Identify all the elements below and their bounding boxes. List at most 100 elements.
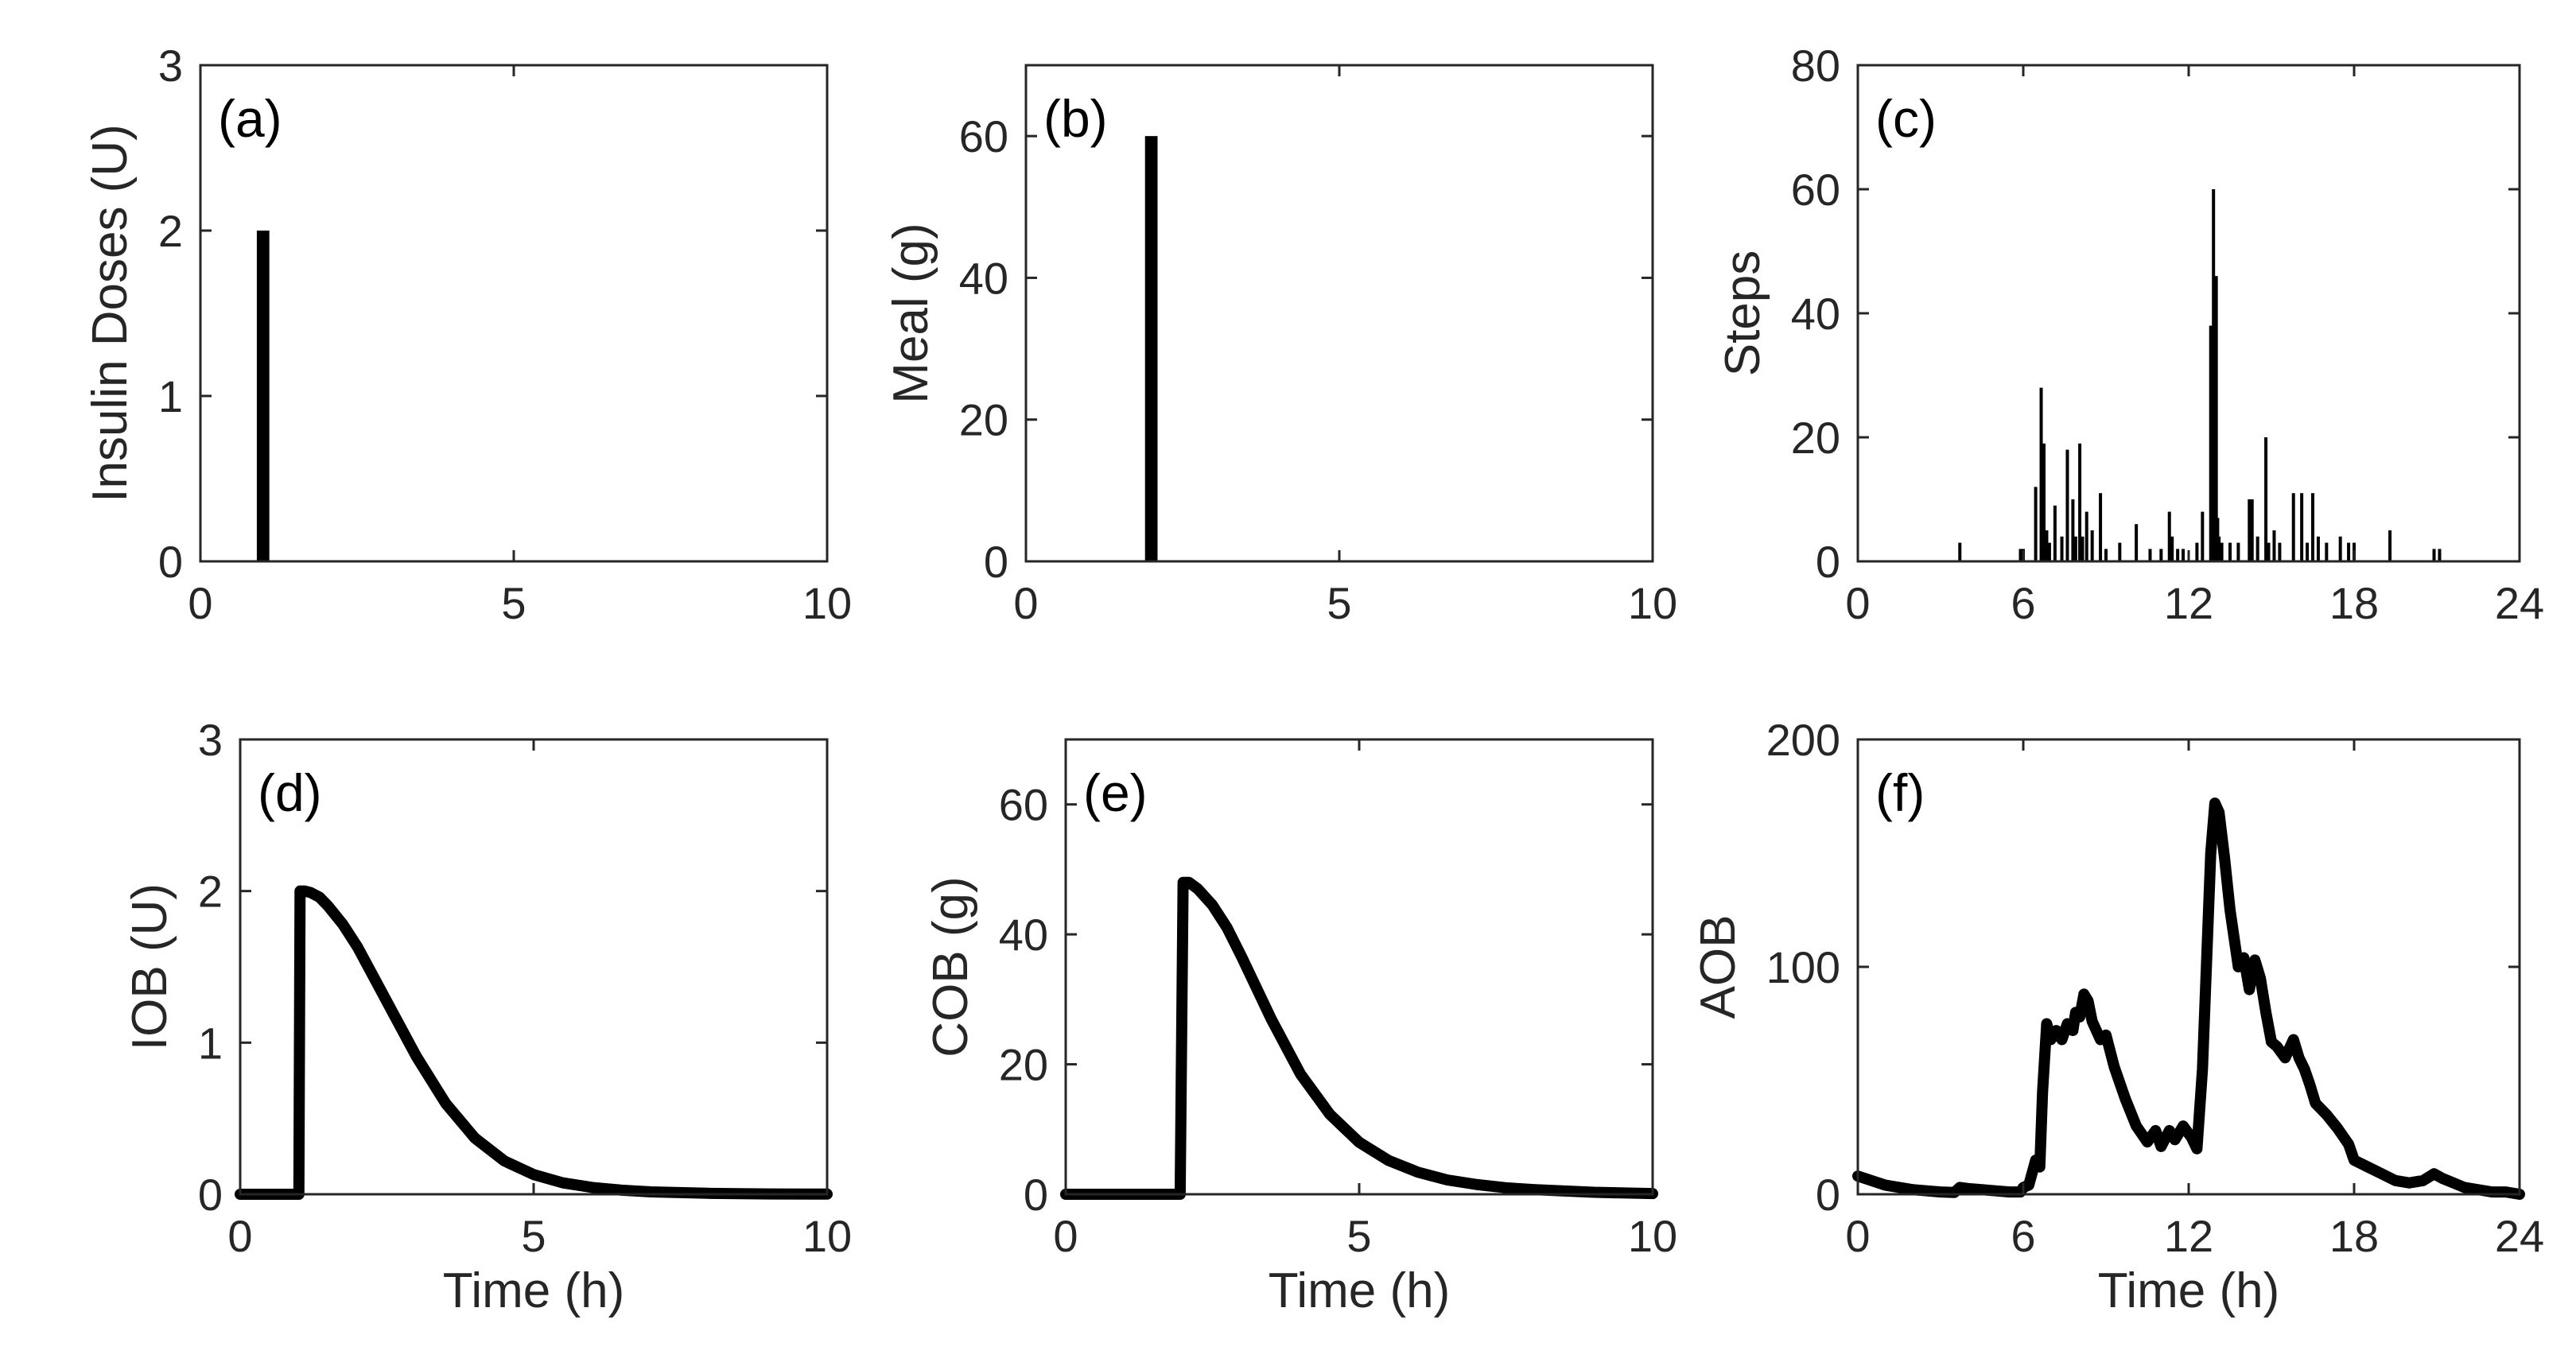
y-tick-label: 60 (1791, 165, 1840, 215)
bar (2228, 542, 2232, 561)
y-axis-label: IOB (U) (122, 883, 177, 1050)
x-tick-label: 10 (1628, 578, 1677, 628)
bar (2212, 189, 2216, 561)
bar (2081, 536, 2085, 561)
bar (2090, 530, 2094, 561)
y-tick-label: 20 (1791, 413, 1840, 463)
bar (2338, 536, 2342, 561)
bar (2250, 499, 2254, 561)
axes-frame (1064, 738, 1654, 1196)
bar (2167, 511, 2171, 561)
bar (2195, 542, 2199, 561)
bar (2039, 387, 2043, 561)
y-tick-label: 3 (198, 715, 223, 765)
bar (2214, 276, 2218, 561)
bar (2255, 536, 2259, 561)
y-tick-label: 40 (959, 253, 1008, 303)
panel-label: (a) (218, 89, 282, 148)
panel-b: 0 5 10 0 20 40 60 (b) Meal (g) (884, 64, 1677, 628)
bar (2118, 542, 2122, 561)
y-axis-label: Meal (g) (884, 223, 938, 403)
y-tick-label: 0 (158, 537, 183, 587)
x-tick-label: 0 (1845, 578, 1870, 628)
x-tick-label: 10 (1628, 1211, 1677, 1261)
bar (2248, 499, 2252, 561)
bar (2159, 549, 2163, 561)
bar (2042, 443, 2046, 561)
x-tick-label: 5 (521, 1211, 546, 1261)
x-tick-label: 5 (1346, 1211, 1371, 1261)
bar (2073, 536, 2077, 561)
bar (2078, 443, 2082, 561)
panel-e: 0 5 10 0 20 40 60 (e) COB (g) Time (h) (923, 738, 1677, 1318)
bar (2220, 542, 2224, 561)
panel-label: (c) (1875, 89, 1937, 148)
bar (2217, 536, 2221, 561)
x-tick-label: 5 (501, 578, 526, 628)
y-tick-label: 60 (959, 111, 1008, 161)
x-tick-label: 10 (802, 578, 852, 628)
y-tick-label: 100 (1766, 942, 1840, 992)
bar (2018, 549, 2022, 561)
series-line-aob (1852, 797, 2525, 1200)
x-axis-label: Time (h) (1269, 1263, 1450, 1318)
bar (1144, 136, 1158, 561)
y-axis-label: COB (g) (923, 876, 978, 1057)
panel-label: (f) (1875, 763, 1925, 822)
bar (2388, 530, 2392, 561)
bar (2053, 505, 2057, 561)
x-tick-label: 10 (802, 1211, 852, 1261)
x-tick-label: 18 (2329, 1211, 2379, 1261)
x-tick-label: 6 (2011, 578, 2035, 628)
y-tick-label: 0 (1024, 1170, 1048, 1220)
x-axis-label: Time (h) (443, 1263, 624, 1318)
panel-label: (e) (1083, 763, 1148, 822)
x-tick-label: 5 (1327, 578, 1351, 628)
axes-frame (1024, 64, 1654, 563)
bar (2267, 542, 2271, 561)
bar (2170, 536, 2174, 561)
y-tick-label: 2 (198, 867, 223, 917)
y-tick-label: 0 (984, 537, 1008, 587)
bar (2272, 530, 2276, 561)
x-tick-label: 0 (1053, 1211, 1078, 1261)
bar (2306, 542, 2310, 561)
axes-frame (199, 64, 829, 563)
bar (2291, 493, 2295, 561)
y-axis-label: Steps (1715, 250, 1770, 377)
y-tick-label: 20 (959, 395, 1008, 445)
bar (256, 231, 270, 561)
bar (2176, 549, 2180, 561)
bar (2045, 530, 2049, 561)
x-tick-label: 0 (1013, 578, 1038, 628)
y-tick-label: 3 (158, 41, 183, 91)
panel-label: (d) (258, 763, 322, 822)
bar (2135, 524, 2139, 561)
x-tick-label: 0 (227, 1211, 252, 1261)
x-tick-label: 24 (2495, 578, 2544, 628)
bar (2311, 493, 2314, 561)
x-tick-label: 18 (2329, 578, 2379, 628)
bar (2047, 542, 2051, 561)
y-tick-label: 2 (158, 206, 183, 256)
y-tick-label: 1 (198, 1018, 223, 1068)
panel-a: 0 5 10 0 1 2 3 (a) Insulin Doses (U) (83, 41, 852, 628)
x-tick-label: 6 (2011, 1211, 2035, 1261)
bar (2071, 499, 2075, 561)
x-tick-label: 0 (188, 578, 212, 628)
y-tick-label: 0 (1816, 1170, 1840, 1220)
panel-c: 0 6 12 18 24 0 20 40 60 80 (c) Steps (1715, 41, 2544, 628)
panel-d: 0 5 10 0 1 2 3 (d) IOB (U) Time (h) (122, 715, 852, 1318)
bar (2316, 536, 2320, 561)
bar (1958, 542, 1962, 561)
bar (2264, 437, 2268, 561)
bar (2085, 511, 2088, 561)
y-tick-label: 1 (158, 371, 183, 421)
bar (2300, 493, 2304, 561)
series-line-iob (235, 885, 833, 1200)
bar (2104, 549, 2108, 561)
y-axis-label: Insulin Doses (U) (83, 124, 138, 502)
bar (2278, 542, 2282, 561)
bar (2148, 549, 2152, 561)
series-line-cob (1060, 876, 1658, 1200)
